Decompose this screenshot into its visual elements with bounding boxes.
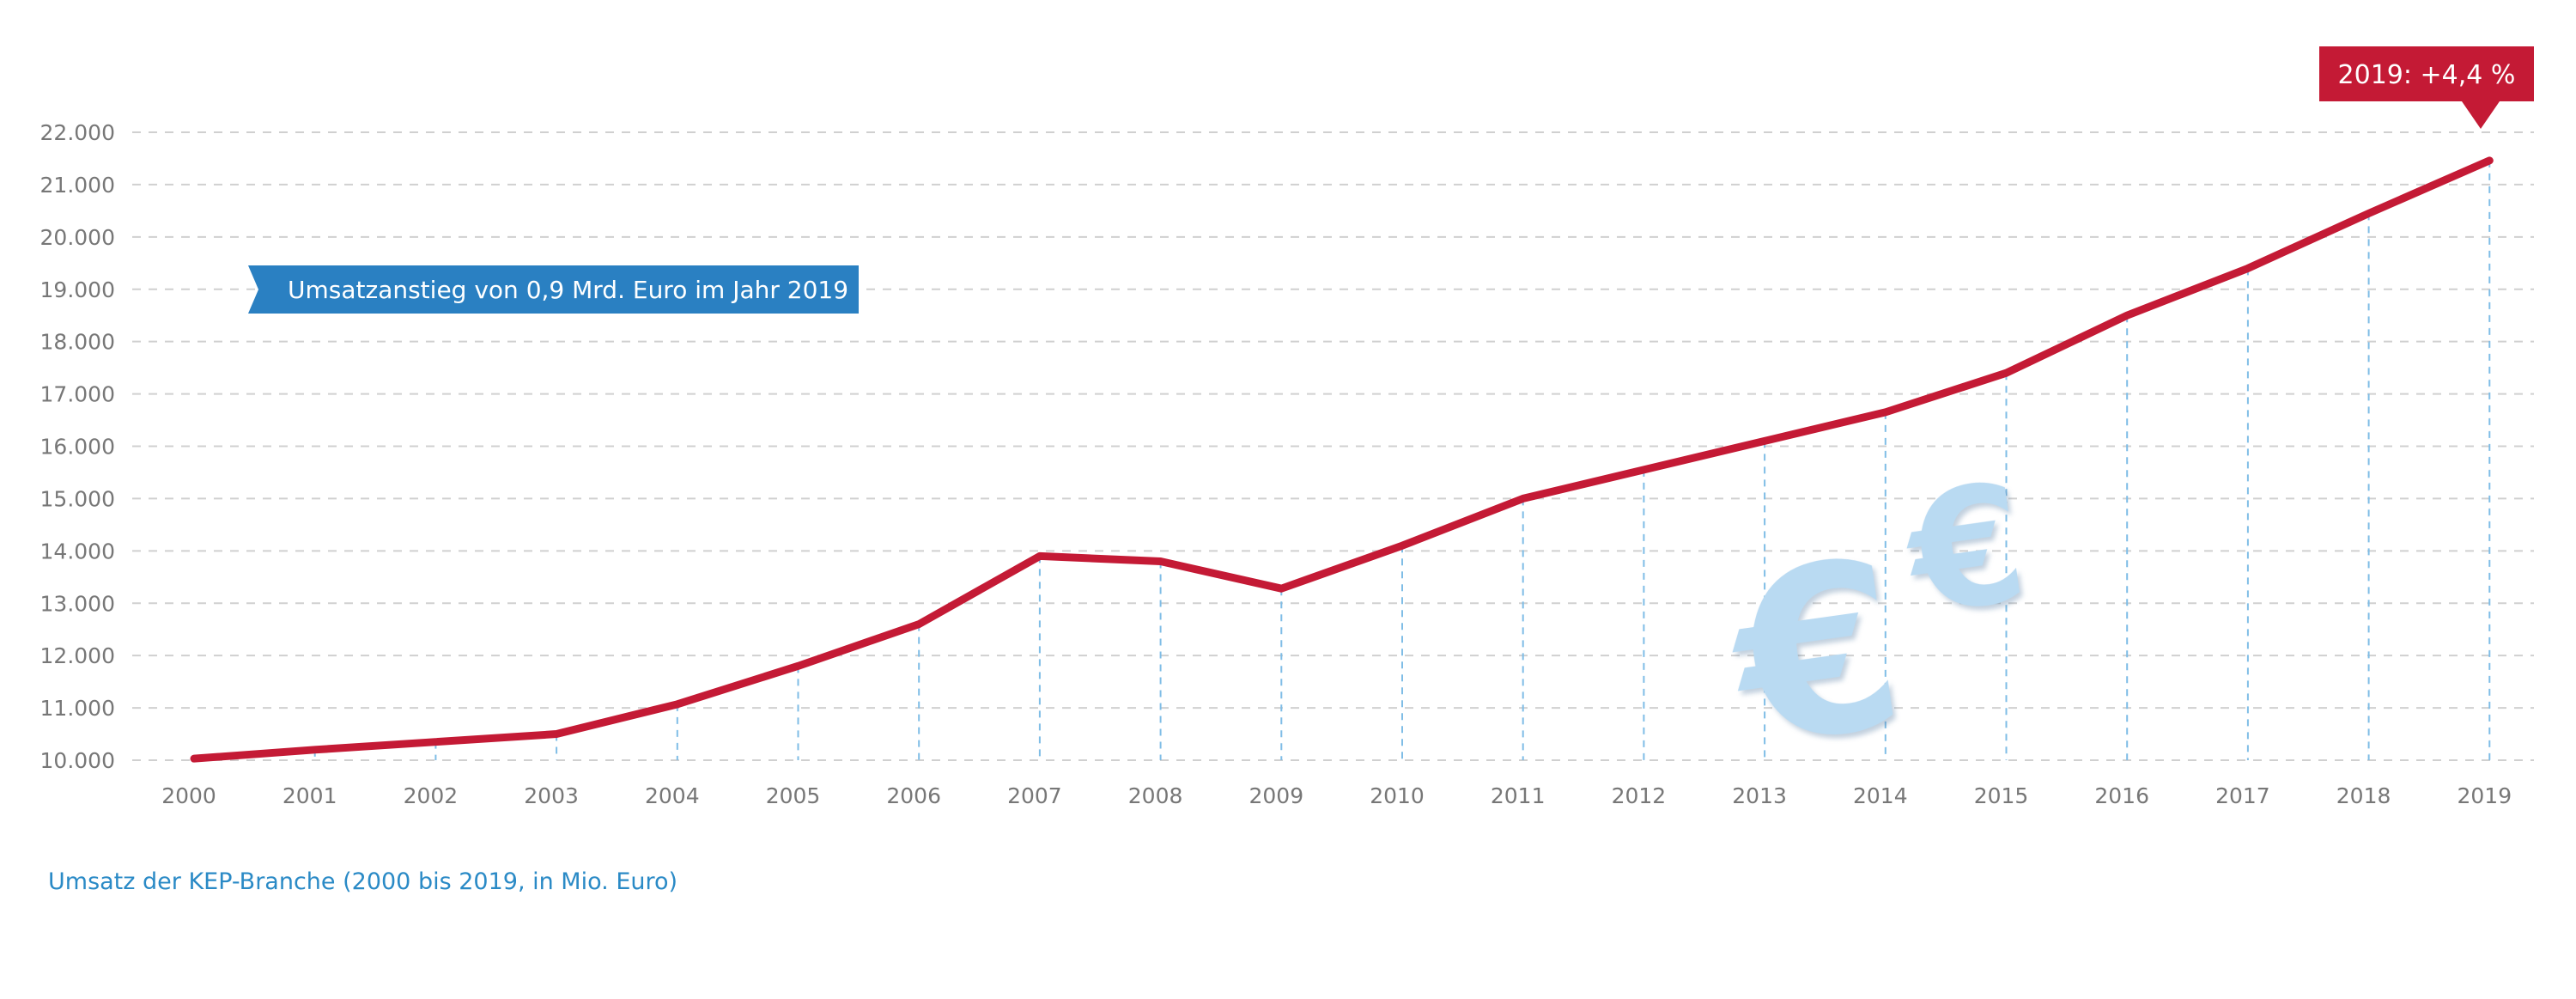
y-tick-label: 13.000 (40, 591, 115, 616)
data-point (1643, 468, 1645, 471)
x-tick-label: 2005 (766, 783, 821, 808)
data-point (1280, 588, 1283, 590)
data-point (797, 665, 799, 667)
data-point (313, 748, 316, 751)
drop-lines (313, 160, 2491, 760)
x-tick-label: 2000 (161, 783, 216, 808)
y-tick-label: 21.000 (40, 173, 115, 198)
x-tick-label: 2008 (1128, 783, 1183, 808)
data-point (2246, 267, 2249, 270)
data-point (434, 740, 437, 743)
x-tick-label: 2013 (1732, 783, 1787, 808)
y-tick-label: 17.000 (40, 382, 115, 407)
info-banner: Umsatzanstieg von 0,9 Mrd. Euro im Jahr … (248, 265, 859, 314)
data-point (556, 733, 558, 735)
euro-icons: € € (1712, 448, 2036, 800)
x-tick-label: 2019 (2457, 783, 2512, 808)
euro-icon: € (1894, 448, 2037, 652)
y-tick-label: 15.000 (40, 486, 115, 511)
data-point (193, 758, 195, 760)
data-point (2005, 372, 2008, 375)
data-point (1884, 411, 1886, 413)
x-tick-label: 2002 (404, 783, 459, 808)
data-point (918, 623, 920, 625)
banner-text: Umsatzanstieg von 0,9 Mrd. Euro im Jahr … (288, 276, 848, 304)
x-tick-label: 2010 (1370, 783, 1425, 808)
x-tick-label: 2003 (524, 783, 579, 808)
y-tick-label: 20.000 (40, 225, 115, 250)
y-tick-label: 12.000 (40, 643, 115, 668)
x-tick-label: 2014 (1853, 783, 1908, 808)
callout-shape (2319, 46, 2534, 129)
x-tick-label: 2006 (886, 783, 941, 808)
x-tick-label: 2015 (1974, 783, 2029, 808)
data-point (2488, 159, 2491, 161)
grid-lines (132, 131, 2534, 761)
x-tick-label: 2017 (2215, 783, 2270, 808)
y-tick-label: 18.000 (40, 330, 115, 355)
callout-text: 2019: +4,4 % (2338, 60, 2516, 90)
banner-shape (248, 265, 859, 314)
y-tick-label: 10.000 (40, 748, 115, 773)
x-tick-label: 2007 (1007, 783, 1062, 808)
y-tick-label: 11.000 (40, 696, 115, 721)
data-point (1764, 440, 1766, 442)
x-axis-ticks: 2000 2001 2002 2003 2004 2005 2006 2007 2008 2009… (161, 783, 2512, 808)
series-line-umsatz (190, 156, 2494, 763)
y-tick-label: 22.000 (40, 120, 115, 145)
x-tick-label: 2011 (1491, 783, 1546, 808)
data-point (1159, 560, 1162, 563)
x-tick-label: 2001 (283, 783, 337, 808)
data-point (676, 703, 678, 705)
y-axis-ticks: 10.000 11.000 12.000 13.000 14.000 15.000 16.0… (40, 120, 115, 773)
y-tick-label: 16.000 (40, 435, 115, 460)
x-tick-label: 2016 (2094, 783, 2149, 808)
growth-callout: 2019: +4,4 % (2319, 46, 2534, 129)
x-tick-label: 2018 (2336, 783, 2391, 808)
y-tick-label: 14.000 (40, 539, 115, 563)
data-point (1038, 555, 1041, 557)
data-point (2126, 314, 2129, 317)
data-points (193, 159, 2491, 760)
data-point (1401, 545, 1403, 547)
chart-caption: Umsatz der KEP-Branche (2000 bis 2019, i… (48, 868, 677, 895)
data-point (2367, 212, 2370, 215)
x-tick-label: 2012 (1612, 783, 1667, 808)
x-tick-label: 2009 (1249, 783, 1303, 808)
x-tick-label: 2004 (645, 783, 700, 808)
y-tick-label: 19.000 (40, 277, 115, 302)
data-point (1522, 497, 1524, 500)
